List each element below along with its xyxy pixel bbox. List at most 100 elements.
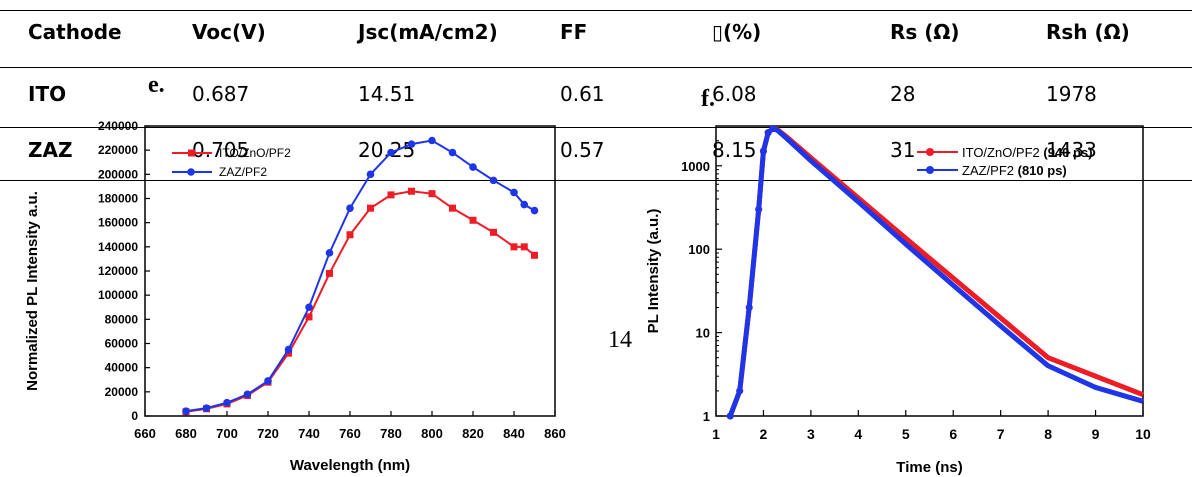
y-tick-label-e: 180000 bbox=[98, 192, 138, 206]
legend-series-name: ITO/ZnO/PF2 bbox=[962, 145, 1040, 160]
table-cell: 31 bbox=[890, 138, 916, 162]
data-point bbox=[387, 148, 395, 157]
data-point bbox=[264, 377, 272, 385]
data-point bbox=[769, 124, 777, 132]
x-tick-label-f: 1 bbox=[712, 426, 720, 442]
data-point bbox=[490, 228, 497, 236]
table-cell: 8.15 bbox=[712, 138, 757, 162]
data-point bbox=[510, 188, 518, 197]
y-axis-label-f: PL Intensity (a.u.) bbox=[645, 209, 662, 334]
data-point bbox=[182, 407, 190, 415]
x-tick-label-f: 10 bbox=[1135, 426, 1151, 442]
data-point bbox=[407, 140, 416, 148]
table-header-rule bbox=[0, 67, 1192, 68]
legend-label-e: ITO/ZnO/PF2 bbox=[219, 146, 291, 160]
col-header-cathode: Cathode bbox=[28, 20, 122, 44]
data-point bbox=[408, 187, 415, 195]
col-header-jsc: Jsc(mA/cm2) bbox=[358, 20, 498, 44]
series-line-zaz bbox=[185, 139, 536, 413]
y-tick-label-e: 80000 bbox=[105, 312, 139, 326]
table-cell: 28 bbox=[890, 82, 916, 106]
legend-lifetime: (940 ps) bbox=[1040, 145, 1093, 160]
data-point bbox=[764, 129, 772, 137]
x-tick-label-e: 840 bbox=[503, 426, 525, 441]
data-point bbox=[449, 204, 456, 212]
x-tick-label-e: 800 bbox=[421, 426, 443, 441]
x-tick-label-f: 8 bbox=[1044, 426, 1052, 442]
y-tick-label-e: 140000 bbox=[98, 240, 138, 254]
x-tick-label-f: 2 bbox=[760, 426, 768, 442]
table-cell: 1978 bbox=[1046, 82, 1097, 106]
y-tick-label-f: 1000 bbox=[681, 159, 710, 174]
data-point bbox=[469, 216, 477, 224]
table-cell: 6.08 bbox=[712, 82, 757, 106]
y-tick-label-f: 10 bbox=[696, 326, 710, 341]
col-header-rs: Rs (Ω) bbox=[890, 20, 960, 44]
x-tick-label-f: 4 bbox=[854, 426, 862, 442]
y-tick-label-f: 1 bbox=[703, 409, 710, 424]
legend-series-name: ZAZ/PF2 bbox=[962, 163, 1014, 178]
y-tick-label-e: 20000 bbox=[105, 385, 139, 399]
table-top-rule bbox=[0, 10, 1192, 11]
y-tick-label-e: 160000 bbox=[98, 216, 138, 230]
y-tick-label-e: 120000 bbox=[98, 264, 138, 278]
data-point bbox=[759, 147, 767, 155]
y-tick-label-e: 0 bbox=[131, 409, 138, 423]
x-tick-label-e: 700 bbox=[216, 426, 238, 441]
x-tick-label-e: 720 bbox=[257, 426, 279, 441]
legend-marker-e bbox=[188, 149, 195, 157]
x-tick-label-e: 780 bbox=[380, 426, 402, 441]
data-point bbox=[305, 313, 313, 321]
table-cell: ZAZ bbox=[28, 138, 73, 162]
data-point bbox=[243, 390, 252, 399]
data-point bbox=[531, 251, 538, 259]
legend-label-f: ZAZ/PF2 (810 ps) bbox=[962, 163, 1067, 178]
x-tick-label-e: 660 bbox=[134, 426, 156, 441]
data-point bbox=[745, 303, 753, 311]
legend-label-f: ITO/ZnO/PF2 (940 ps) bbox=[962, 145, 1093, 160]
legend-marker-e bbox=[187, 168, 195, 176]
table-cell: 1433 bbox=[1046, 138, 1097, 162]
plot-frame-e bbox=[144, 125, 556, 417]
y-tick-label-e: 60000 bbox=[105, 337, 139, 351]
panel-label-f: f. bbox=[701, 86, 715, 112]
x-tick-label-e: 760 bbox=[339, 426, 361, 441]
table-cell: 0.61 bbox=[560, 82, 605, 106]
data-point bbox=[520, 243, 528, 251]
x-tick-label-e: 860 bbox=[544, 426, 566, 441]
data-point bbox=[520, 200, 529, 209]
y-tick-label-f: 100 bbox=[688, 242, 710, 257]
table-bottom-rule bbox=[0, 180, 1192, 181]
x-tick-label-f: 5 bbox=[902, 426, 910, 442]
table-cell: 0.57 bbox=[560, 138, 605, 162]
y-tick-label-e: 100000 bbox=[98, 288, 138, 302]
data-point bbox=[366, 170, 375, 179]
panel-label-e: e. bbox=[148, 72, 165, 98]
series-line-zaz bbox=[727, 125, 1144, 417]
data-point bbox=[428, 190, 436, 198]
x-axis-label-f: Time (ns) bbox=[896, 459, 962, 476]
y-tick-label-e: 40000 bbox=[105, 361, 139, 375]
data-point bbox=[469, 163, 477, 171]
legend-label-e: ZAZ/PF2 bbox=[219, 165, 267, 179]
x-tick-label-f: 3 bbox=[807, 426, 815, 442]
y-tick-label-e: 200000 bbox=[98, 167, 138, 181]
data-point bbox=[202, 404, 211, 412]
table-cell: 14.51 bbox=[358, 82, 416, 106]
data-point bbox=[346, 204, 354, 212]
table-row-rule bbox=[0, 127, 1192, 128]
x-axis-label-e: Wavelength (nm) bbox=[290, 457, 410, 474]
data-point bbox=[367, 204, 374, 212]
table-cell: 0.705 bbox=[192, 138, 250, 162]
col-header-voc: Voc(V) bbox=[192, 20, 266, 44]
x-tick-label-e: 820 bbox=[462, 426, 484, 441]
col-header-pce: ▯(%) bbox=[712, 20, 762, 44]
data-point bbox=[755, 205, 763, 213]
data-point bbox=[326, 269, 333, 277]
y-axis-label-e: Normalized PL Intensity a.u. bbox=[24, 191, 41, 391]
table-cell: ITO bbox=[28, 82, 67, 106]
x-tick-label-f: 6 bbox=[949, 426, 957, 442]
x-tick-label-e: 740 bbox=[298, 426, 320, 441]
data-point bbox=[325, 249, 334, 257]
legend-marker-f bbox=[926, 166, 934, 174]
